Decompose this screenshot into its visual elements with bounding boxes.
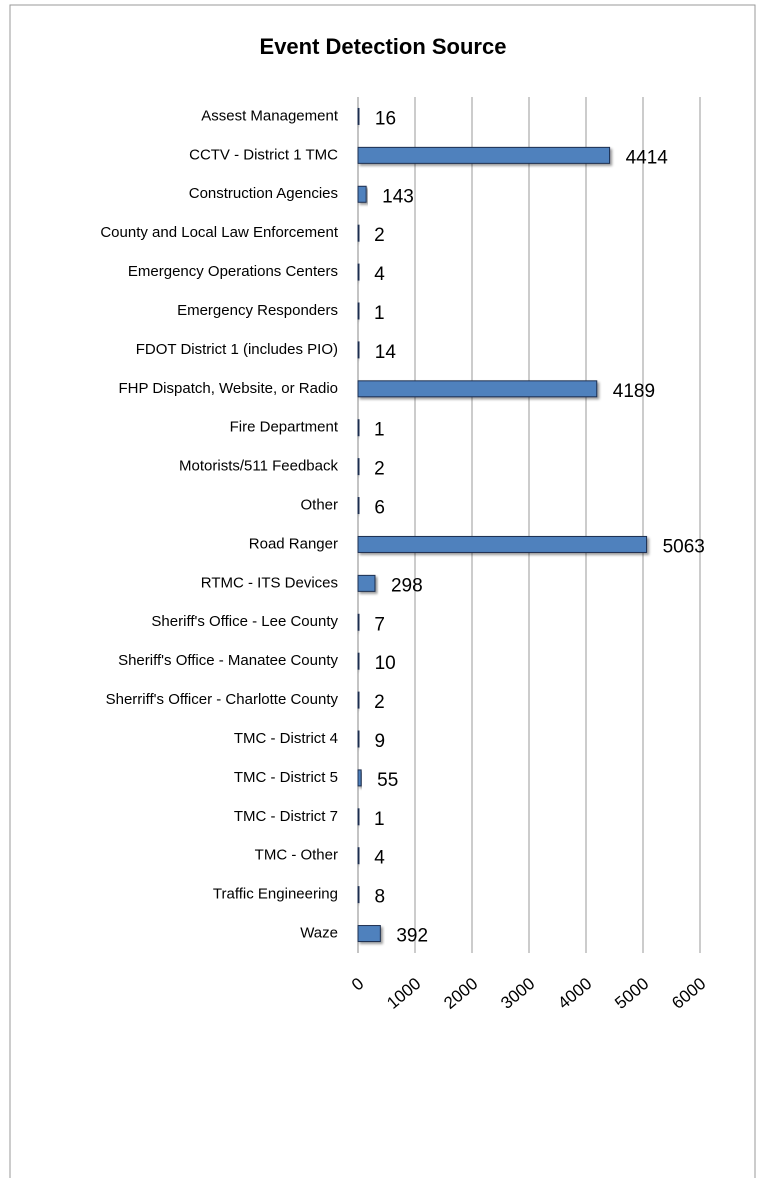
y-tick-label: County and Local Law Enforcement <box>100 224 338 241</box>
value-label: 16 <box>375 108 396 129</box>
value-label: 9 <box>375 731 386 752</box>
value-label: 14 <box>375 342 397 363</box>
bar <box>357 185 367 203</box>
y-tick-label: Sheriff's Office - Lee County <box>151 613 338 630</box>
value-label: 2 <box>374 459 385 480</box>
y-tick-label: Fire Department <box>230 419 339 436</box>
chart-title: Event Detection Source <box>260 34 507 59</box>
x-tick-label: 4000 <box>554 974 595 1013</box>
value-label: 1 <box>374 420 385 441</box>
value-label: 298 <box>391 575 423 596</box>
value-label: 4414 <box>626 147 669 168</box>
bar <box>357 146 611 164</box>
y-tick-label: Sherriff's Officer - Charlotte County <box>106 691 339 708</box>
value-label: 4 <box>374 848 385 869</box>
bar <box>357 380 598 398</box>
y-tick-label: Traffic Engineering <box>213 886 338 903</box>
x-tick-label: 0 <box>348 974 367 995</box>
value-label: 8 <box>374 887 385 908</box>
bar <box>357 769 362 787</box>
bar <box>357 497 360 515</box>
value-label: 143 <box>382 186 414 207</box>
value-label: 10 <box>375 653 396 674</box>
x-tick-label: 1000 <box>383 974 424 1013</box>
value-label: 2 <box>374 225 385 246</box>
bar <box>357 224 360 242</box>
y-tick-label: FDOT District 1 (includes PIO) <box>136 341 338 358</box>
value-label: 4 <box>374 264 385 285</box>
value-label: 55 <box>377 770 398 791</box>
bar <box>357 808 360 826</box>
x-tick-label: 6000 <box>668 974 709 1013</box>
bar <box>357 107 360 125</box>
bar <box>357 263 360 281</box>
y-tick-label: Emergency Responders <box>177 302 338 319</box>
y-tick-label: FHP Dispatch, Website, or Radio <box>118 380 338 397</box>
y-tick-label: CCTV - District 1 TMC <box>189 146 338 163</box>
value-label: 2 <box>374 692 385 713</box>
value-label: 1 <box>374 303 385 324</box>
y-tick-label: Emergency Operations Centers <box>128 263 338 280</box>
y-tick-label: Motorists/511 Feedback <box>179 458 338 475</box>
y-tick-label: TMC - District 5 <box>234 769 338 786</box>
y-tick-label: Road Ranger <box>249 535 338 552</box>
y-tick-label: RTMC - ITS Devices <box>201 574 338 591</box>
bar <box>357 419 360 437</box>
value-label: 1 <box>374 809 385 830</box>
y-tick-label: Construction Agencies <box>189 185 338 202</box>
value-label: 6 <box>374 498 385 519</box>
value-label: 392 <box>396 926 428 947</box>
bar <box>357 302 360 320</box>
y-tick-label: Waze <box>300 925 338 942</box>
y-tick-label: Assest Management <box>201 107 339 124</box>
chart-frame <box>9 4 756 1178</box>
y-tick-label: Other <box>300 497 338 514</box>
bar <box>357 652 360 670</box>
y-tick-label: TMC - District 7 <box>234 808 338 825</box>
bar <box>357 458 360 476</box>
y-tick-label: Sheriff's Office - Manatee County <box>118 652 338 669</box>
y-tick-label: TMC - Other <box>255 847 338 864</box>
bar <box>357 535 648 553</box>
bar <box>357 730 360 748</box>
x-tick-label: 3000 <box>497 974 538 1013</box>
bar <box>357 925 381 943</box>
bar <box>357 341 360 359</box>
value-label: 5063 <box>663 536 705 557</box>
value-label: 4189 <box>613 381 655 402</box>
value-label: 7 <box>374 614 385 635</box>
y-tick-label: TMC - District 4 <box>234 730 338 747</box>
bar <box>357 847 360 865</box>
bar <box>357 613 360 631</box>
bar <box>357 691 360 709</box>
x-tick-label: 5000 <box>611 974 652 1013</box>
bar <box>357 574 376 592</box>
bar <box>357 886 360 904</box>
x-tick-label: 2000 <box>440 974 481 1013</box>
